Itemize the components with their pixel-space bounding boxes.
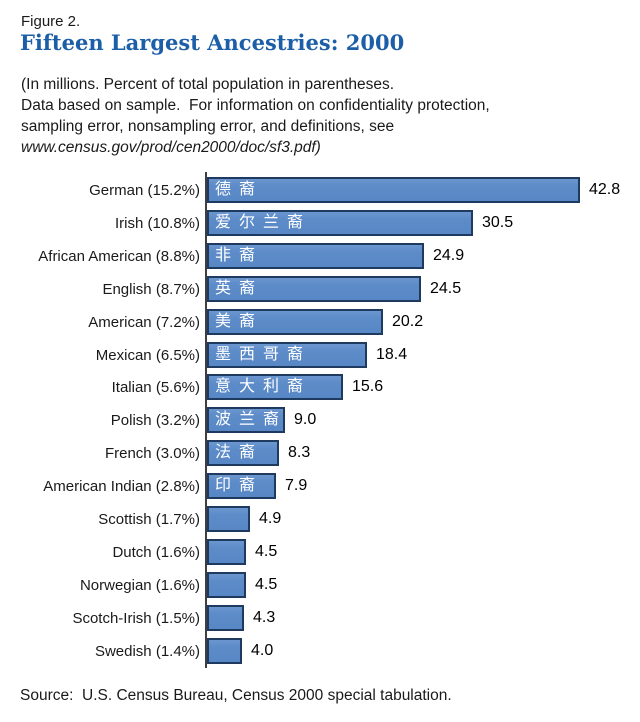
category-label: Norwegian (1.6%)	[79, 576, 200, 594]
bar	[207, 605, 244, 631]
category-label: American Indian (2.8%)	[43, 477, 200, 495]
subtitle-url: www.census.gov/prod/cen2000/doc/sf3.pdf)	[21, 139, 321, 156]
value-label: 4.5	[255, 543, 278, 560]
category-label: English (8.7%)	[102, 280, 200, 298]
value-label: 4.9	[259, 510, 282, 527]
value-label: 18.4	[376, 346, 408, 363]
subtitle-line-1: (In millions. Percent of total populatio…	[21, 76, 395, 93]
category-label: Scottish (1.7%)	[98, 510, 200, 528]
category-label: German (15.2%)	[89, 181, 200, 199]
category-label: Scotch-Irish (1.5%)	[72, 609, 200, 627]
bar-inner-label: 墨西哥裔	[215, 346, 312, 363]
bar-inner-label: 德裔	[215, 181, 264, 198]
chart-row: English (8.7%) 英裔 24.5	[0, 275, 461, 303]
value-label: 7.9	[285, 477, 308, 494]
bar: 爱尔兰裔	[207, 210, 473, 236]
figure-number-label: Figure 2.	[21, 13, 81, 30]
value-label: 4.5	[255, 576, 278, 593]
category-label: French (3.0%)	[104, 444, 200, 462]
value-label: 8.3	[288, 444, 311, 461]
value-label: 24.9	[433, 247, 465, 264]
chart-row: French (3.0%) 法裔 8.3	[0, 439, 310, 467]
category-label: Irish (10.8%)	[114, 214, 200, 232]
value-label: 20.2	[392, 313, 424, 330]
chart-row: German (15.2%) 德裔 42.8	[0, 176, 620, 204]
chart-row: Mexican (6.5%) 墨西哥裔 18.4	[0, 341, 407, 369]
bar	[207, 506, 250, 532]
category-label: American (7.2%)	[88, 313, 200, 331]
bar: 非裔	[207, 243, 424, 269]
chart-row: Italian (5.6%) 意大利裔 15.6	[0, 373, 383, 401]
bar: 墨西哥裔	[207, 342, 367, 368]
bar-inner-label: 印裔	[215, 477, 264, 494]
bar-inner-label: 英裔	[215, 280, 264, 297]
bar: 印裔	[207, 473, 276, 499]
bar-inner-label: 美裔	[215, 313, 264, 330]
chart-row: Dutch (1.6%) 4.5	[0, 538, 277, 566]
chart-row: Norwegian (1.6%) 4.5	[0, 571, 277, 599]
source-note: Source: U.S. Census Bureau, Census 2000 …	[20, 687, 452, 704]
bar: 英裔	[207, 276, 421, 302]
value-label: 42.8	[589, 181, 621, 198]
bar: 法裔	[207, 440, 279, 466]
category-label: Swedish (1.4%)	[94, 642, 200, 660]
bar: 美裔	[207, 309, 383, 335]
bar: 德裔	[207, 177, 580, 203]
value-label: 24.5	[430, 280, 462, 297]
bar-inner-label: 非裔	[215, 247, 264, 264]
y-axis-line	[205, 172, 207, 668]
bar: 波兰裔	[207, 407, 285, 433]
bar-inner-label: 爱尔兰裔	[215, 214, 312, 231]
subtitle-line-3: sampling error, nonsampling error, and d…	[21, 118, 395, 135]
bar	[207, 638, 242, 664]
value-label: 30.5	[482, 214, 514, 231]
category-label: Dutch (1.6%)	[112, 543, 200, 561]
chart-row: American (7.2%) 美裔 20.2	[0, 308, 423, 336]
chart-row: Polish (3.2%) 波兰裔 9.0	[0, 406, 316, 434]
figure-subtitle: (In millions. Percent of total populatio…	[21, 74, 490, 158]
chart-row: Scottish (1.7%) 4.9	[0, 505, 281, 533]
figure-title: Fifteen Largest Ancestries: 2000	[20, 30, 405, 55]
bar	[207, 572, 246, 598]
chart-row: Scotch-Irish (1.5%) 4.3	[0, 604, 275, 632]
category-label: Polish (3.2%)	[110, 411, 200, 429]
bar: 意大利裔	[207, 374, 343, 400]
value-label: 15.6	[352, 378, 384, 395]
chart-row: African American (8.8%) 非裔 24.9	[0, 242, 464, 270]
bar	[207, 539, 246, 565]
value-label: 4.3	[253, 609, 276, 626]
chart-row: American Indian (2.8%) 印裔 7.9	[0, 472, 307, 500]
bar-inner-label: 波兰裔	[215, 411, 285, 428]
category-label: Mexican (6.5%)	[95, 346, 200, 364]
category-label: African American (8.8%)	[38, 247, 200, 265]
chart-row: Swedish (1.4%) 4.0	[0, 637, 273, 665]
category-label: Italian (5.6%)	[111, 378, 200, 396]
chart-row: Irish (10.8%) 爱尔兰裔 30.5	[0, 209, 513, 237]
value-label: 4.0	[251, 642, 274, 659]
bar-inner-label: 意大利裔	[215, 378, 312, 395]
subtitle-line-2: Data based on sample. For information on…	[21, 97, 490, 114]
value-label: 9.0	[294, 411, 317, 428]
bar-inner-label: 法裔	[215, 444, 264, 461]
